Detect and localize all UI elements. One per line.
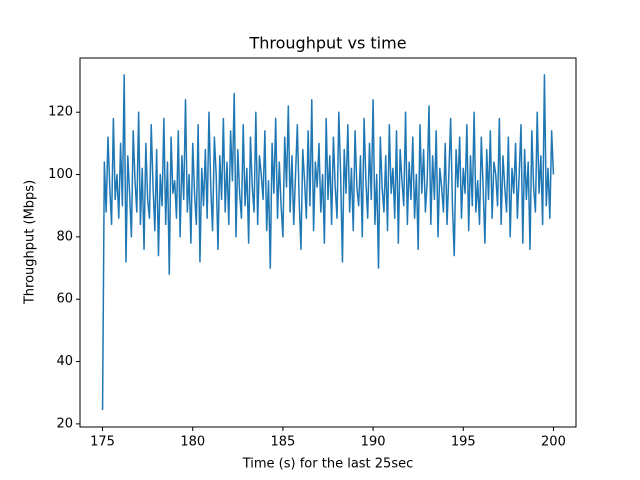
x-axis-label: Time (s) for the last 25sec bbox=[242, 457, 414, 472]
y-axis-label: Throughput (Mbps) bbox=[23, 180, 38, 305]
x-tick-label: 185 bbox=[270, 435, 295, 450]
y-tick-label: 80 bbox=[56, 229, 73, 244]
x-tick-label: 175 bbox=[90, 435, 115, 450]
y-tick-label: 40 bbox=[56, 354, 73, 369]
x-tick-label: 190 bbox=[361, 435, 386, 450]
x-tick-label: 200 bbox=[541, 435, 566, 450]
y-tick-label: 120 bbox=[48, 105, 73, 120]
x-tick-label: 195 bbox=[451, 435, 476, 450]
y-tick-label: 20 bbox=[56, 416, 73, 431]
data-line bbox=[101, 74, 555, 411]
y-tick-label: 100 bbox=[48, 167, 73, 182]
plot-frame bbox=[79, 57, 577, 428]
x-tick-label: 180 bbox=[180, 435, 205, 450]
chart-title: Throughput vs time bbox=[248, 34, 406, 53]
y-tick-label: 60 bbox=[56, 292, 73, 307]
